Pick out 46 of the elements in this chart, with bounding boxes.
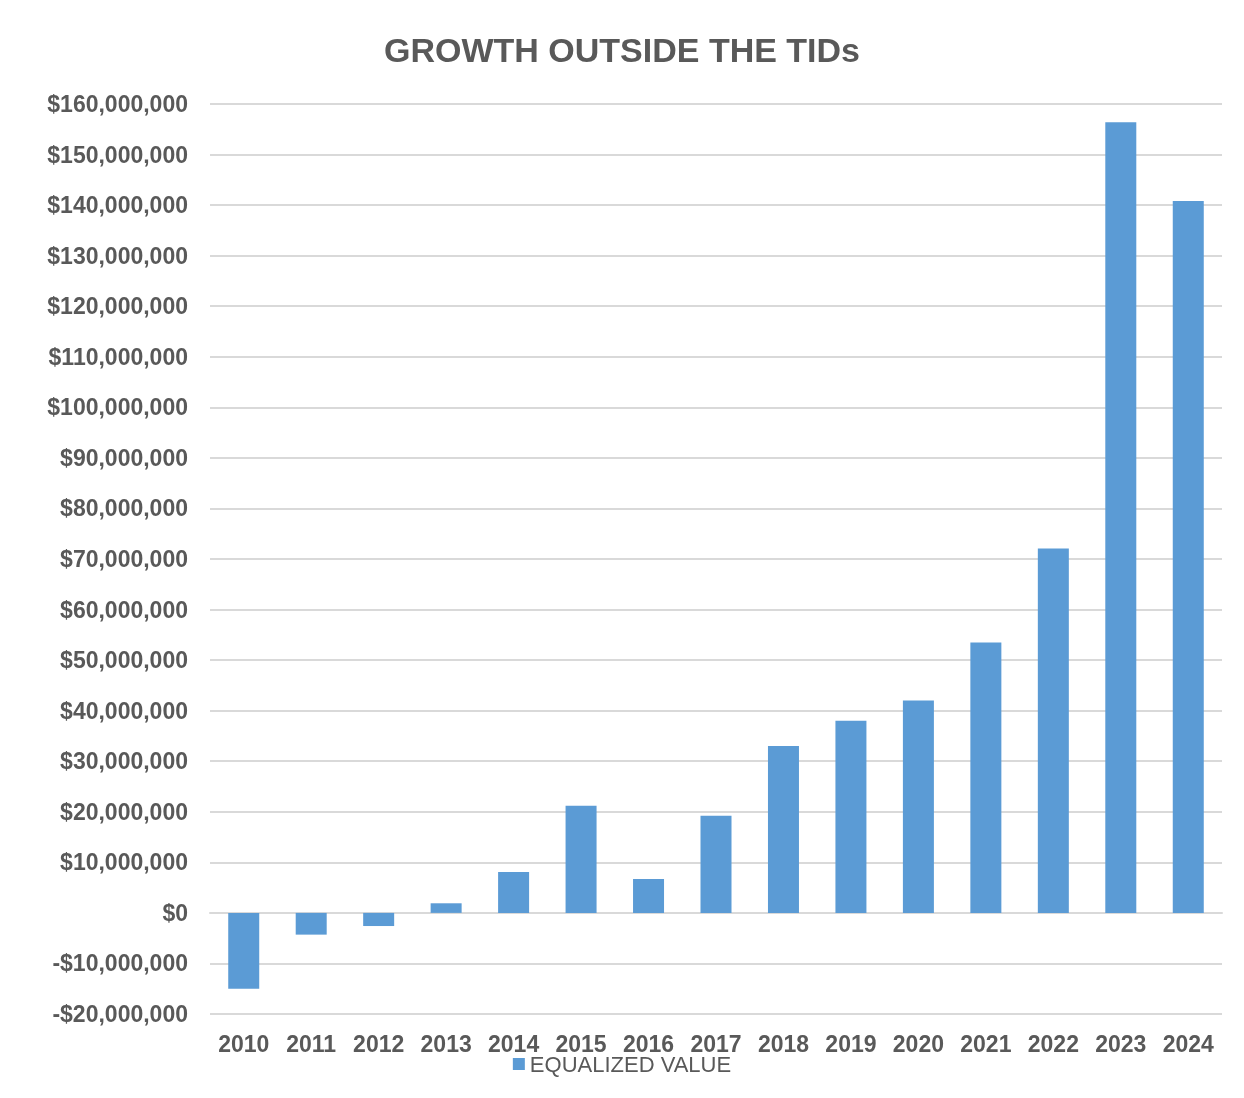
bar bbox=[767, 746, 799, 913]
x-tick-label: 2024 bbox=[1162, 1030, 1215, 1057]
bar bbox=[1037, 548, 1069, 913]
y-tick-label: $140,000,000 bbox=[47, 192, 188, 219]
y-tick-label: $150,000,000 bbox=[47, 141, 188, 168]
bar bbox=[498, 871, 530, 913]
x-tick-label: 2021 bbox=[960, 1030, 1012, 1057]
y-tick-label: $0 bbox=[162, 899, 188, 926]
bar bbox=[295, 912, 327, 935]
bar bbox=[970, 642, 1002, 913]
bar bbox=[430, 903, 462, 913]
y-tick-label: $100,000,000 bbox=[47, 394, 188, 421]
bar bbox=[363, 912, 395, 927]
y-tick-label: -$10,000,000 bbox=[52, 950, 188, 977]
y-tick-label: $20,000,000 bbox=[60, 798, 188, 825]
x-tick-label: 2022 bbox=[1027, 1030, 1079, 1057]
bar bbox=[1172, 201, 1204, 913]
y-tick-label: $160,000,000 bbox=[47, 91, 188, 117]
y-tick-label: $120,000,000 bbox=[47, 293, 188, 320]
y-tick-label: -$20,000,000 bbox=[52, 1001, 188, 1027]
x-tick-label: 2013 bbox=[420, 1030, 472, 1057]
bar bbox=[565, 805, 597, 913]
y-tick-label: $130,000,000 bbox=[47, 242, 188, 269]
y-tick-label: $90,000,000 bbox=[60, 444, 188, 471]
x-tick-label: 2011 bbox=[286, 1030, 337, 1057]
chart-title: GROWTH OUTSIDE THE TIDs bbox=[384, 31, 860, 69]
x-tick-label: 2010 bbox=[218, 1030, 270, 1057]
x-tick-label: 2023 bbox=[1095, 1030, 1147, 1057]
bar bbox=[1105, 122, 1137, 913]
y-tick-label: $110,000,000 bbox=[48, 343, 188, 370]
x-tick-label: 2012 bbox=[353, 1030, 405, 1057]
y-tick-label: $80,000,000 bbox=[60, 495, 188, 522]
y-tick-label: $40,000,000 bbox=[60, 697, 188, 724]
bar bbox=[633, 879, 665, 913]
y-tick-label: $50,000,000 bbox=[60, 647, 188, 674]
y-tick-label: $60,000,000 bbox=[60, 596, 188, 623]
x-tick-label: 2020 bbox=[892, 1030, 944, 1057]
bar bbox=[700, 815, 732, 913]
bar bbox=[228, 912, 260, 989]
x-tick-label: 2019 bbox=[825, 1030, 877, 1057]
y-tick-label: $70,000,000 bbox=[60, 546, 188, 572]
bar bbox=[835, 720, 867, 913]
bar bbox=[902, 700, 934, 913]
y-tick-label: $30,000,000 bbox=[60, 748, 188, 775]
y-tick-label: $10,000,000 bbox=[60, 849, 188, 876]
x-tick-label: 2018 bbox=[757, 1030, 810, 1057]
